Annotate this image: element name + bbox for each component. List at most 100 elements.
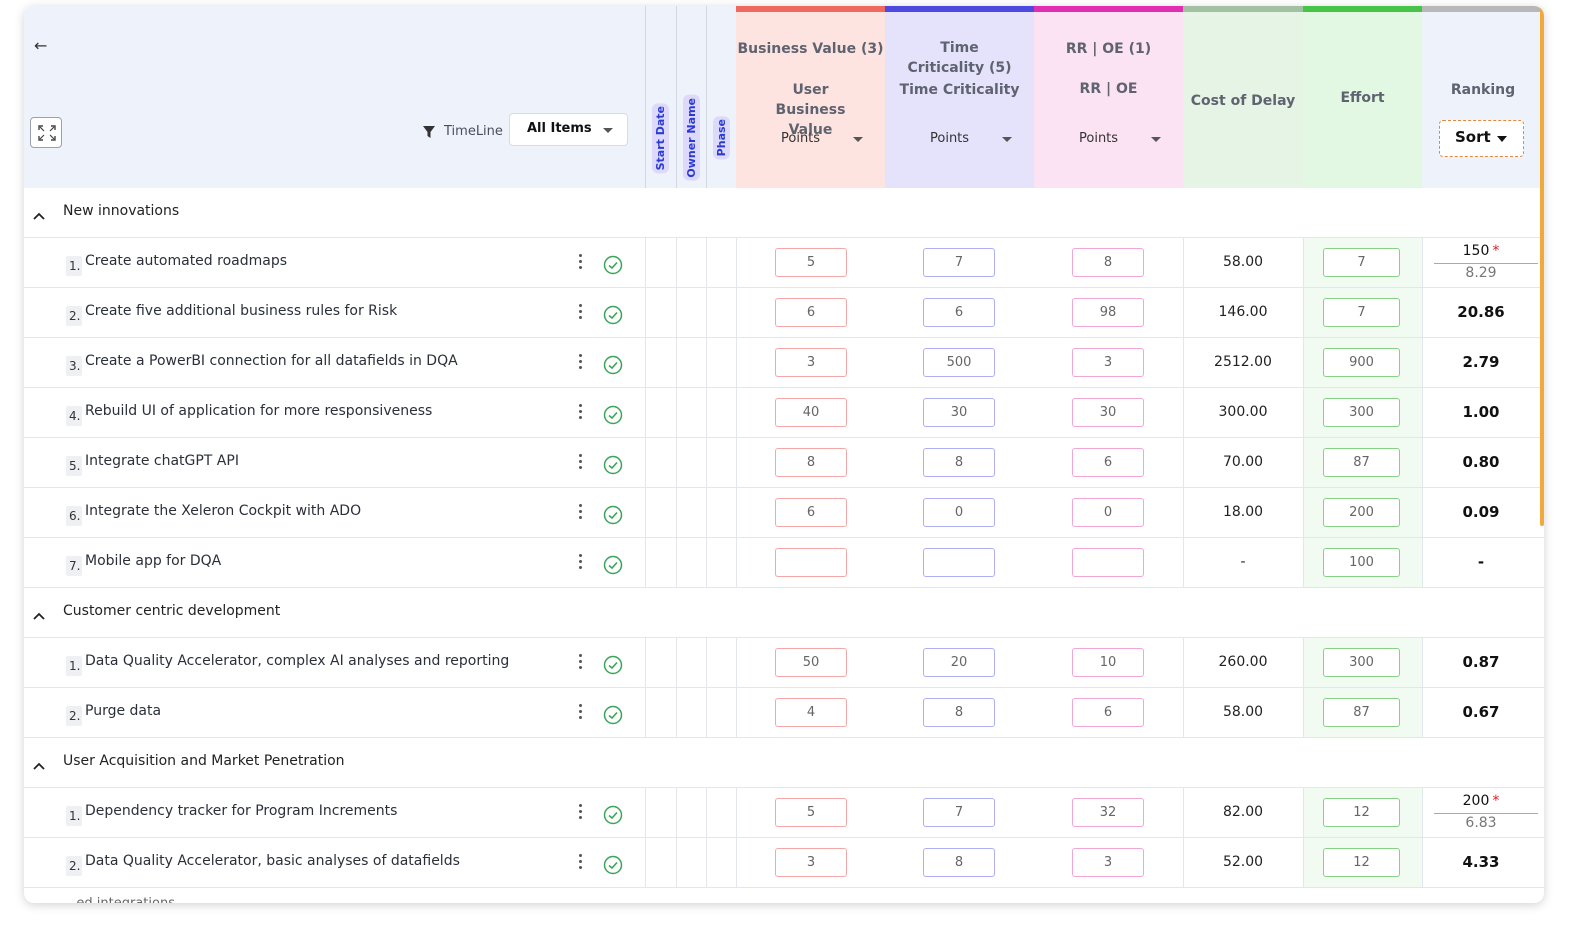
item-title[interactable]: Dependency tracker for Program Increment…: [85, 803, 398, 819]
rr-oe-input[interactable]: 98: [1072, 298, 1144, 327]
table-row[interactable]: 6. Integrate the Xeleron Cockpit with ADO…: [24, 488, 1544, 538]
check-circle-icon[interactable]: [603, 505, 623, 529]
item-title[interactable]: Integrate the Xeleron Cockpit with ADO: [85, 503, 362, 519]
check-circle-icon[interactable]: [603, 405, 623, 429]
scrollbar[interactable]: [1540, 6, 1544, 526]
phase-tag[interactable]: Phase: [713, 116, 730, 160]
item-title[interactable]: Purge data: [85, 703, 162, 719]
more-options-icon[interactable]: [578, 554, 584, 570]
effort-input[interactable]: 200: [1323, 498, 1400, 527]
item-title[interactable]: Rebuild UI of application for more respo…: [85, 403, 433, 419]
business-value-input[interactable]: 3: [775, 348, 847, 377]
item-title[interactable]: Create five additional business rules fo…: [85, 303, 398, 319]
item-title[interactable]: Create a PowerBI connection for all data…: [85, 353, 458, 369]
time-criticality-input[interactable]: 8: [923, 698, 995, 727]
chevron-up-icon[interactable]: [33, 606, 45, 625]
chevron-up-icon[interactable]: [33, 206, 45, 225]
item-title[interactable]: Create automated roadmaps: [85, 253, 288, 269]
rr-oe-input[interactable]: 6: [1072, 698, 1144, 727]
effort-input[interactable]: 87: [1323, 698, 1400, 727]
rr-oe-input[interactable]: 8: [1072, 248, 1144, 277]
item-title[interactable]: Integrate chatGPT API: [85, 453, 239, 469]
check-circle-icon[interactable]: [603, 705, 623, 729]
time-criticality-input[interactable]: 0: [923, 498, 995, 527]
rr-oe-input[interactable]: 3: [1072, 348, 1144, 377]
effort-input[interactable]: 87: [1323, 448, 1400, 477]
table-row[interactable]: 1. Data Quality Accelerator, complex AI a…: [24, 638, 1544, 688]
table-row[interactable]: 2. Create five additional business rules …: [24, 288, 1544, 338]
business-value-input[interactable]: [775, 548, 847, 577]
time-criticality-points-select[interactable]: Points: [930, 131, 970, 146]
more-options-icon[interactable]: [578, 804, 584, 820]
effort-input[interactable]: 7: [1323, 298, 1400, 327]
check-circle-icon[interactable]: [603, 555, 623, 579]
business-value-points-select[interactable]: Points: [781, 131, 821, 146]
more-options-icon[interactable]: [578, 454, 584, 470]
effort-input[interactable]: 7: [1323, 248, 1400, 277]
more-options-icon[interactable]: [578, 504, 584, 520]
rr-oe-input[interactable]: 0: [1072, 498, 1144, 527]
time-criticality-input[interactable]: 8: [923, 848, 995, 877]
time-criticality-input[interactable]: 6: [923, 298, 995, 327]
business-value-input[interactable]: 4: [775, 698, 847, 727]
filter-icon[interactable]: [422, 125, 436, 139]
effort-input[interactable]: 300: [1323, 398, 1400, 427]
expand-button[interactable]: [30, 117, 62, 148]
check-circle-icon[interactable]: [603, 355, 623, 379]
effort-input[interactable]: 12: [1323, 848, 1400, 877]
rr-oe-points-select[interactable]: Points: [1079, 131, 1119, 146]
business-value-input[interactable]: 6: [775, 498, 847, 527]
chevron-up-icon[interactable]: [33, 756, 45, 775]
table-row[interactable]: 4. Rebuild UI of application for more res…: [24, 388, 1544, 438]
rr-oe-input[interactable]: 3: [1072, 848, 1144, 877]
item-title[interactable]: Data Quality Accelerator, basic analyses…: [85, 853, 460, 869]
effort-input[interactable]: 900: [1323, 348, 1400, 377]
time-criticality-input[interactable]: 20: [923, 648, 995, 677]
start-date-tag[interactable]: Start Date: [652, 103, 669, 174]
more-options-icon[interactable]: [578, 854, 584, 870]
check-circle-icon[interactable]: [603, 655, 623, 679]
back-arrow-icon[interactable]: ←: [34, 36, 48, 55]
more-options-icon[interactable]: [578, 354, 584, 370]
table-row[interactable]: 3. Create a PowerBI connection for all da…: [24, 338, 1544, 388]
timeline-filter-select[interactable]: All Items: [509, 113, 628, 146]
time-criticality-input[interactable]: 8: [923, 448, 995, 477]
check-circle-icon[interactable]: [603, 455, 623, 479]
chevron-down-icon[interactable]: [1002, 137, 1012, 142]
business-value-input[interactable]: 8: [775, 448, 847, 477]
more-options-icon[interactable]: [578, 304, 584, 320]
business-value-input[interactable]: 5: [775, 798, 847, 827]
table-row[interactable]: 1. Create automated roadmaps 5 7 8 58.00 7 150 *…: [24, 238, 1544, 288]
time-criticality-input[interactable]: 30: [923, 398, 995, 427]
business-value-input[interactable]: 50: [775, 648, 847, 677]
effort-input[interactable]: 300: [1323, 648, 1400, 677]
table-row[interactable]: 5. Integrate chatGPT API 8 8 6 70.00 87 0.80: [24, 438, 1544, 488]
business-value-input[interactable]: 40: [775, 398, 847, 427]
time-criticality-input[interactable]: 7: [923, 798, 995, 827]
check-circle-icon[interactable]: [603, 805, 623, 829]
table-row[interactable]: 1. Dependency tracker for Program Increme…: [24, 788, 1544, 838]
more-options-icon[interactable]: [578, 404, 584, 420]
check-circle-icon[interactable]: [603, 255, 623, 279]
more-options-icon[interactable]: [578, 254, 584, 270]
table-row[interactable]: 2. Data Quality Accelerator, basic analys…: [24, 838, 1544, 888]
more-options-icon[interactable]: [578, 704, 584, 720]
time-criticality-input[interactable]: [923, 548, 995, 577]
business-value-input[interactable]: 3: [775, 848, 847, 877]
sort-button[interactable]: Sort: [1439, 120, 1524, 157]
rr-oe-input[interactable]: 6: [1072, 448, 1144, 477]
table-row[interactable]: 2. Purge data 4 8 6 58.00 87 0.67: [24, 688, 1544, 738]
rr-oe-input[interactable]: [1072, 548, 1144, 577]
business-value-input[interactable]: 5: [775, 248, 847, 277]
rr-oe-input[interactable]: 32: [1072, 798, 1144, 827]
item-title[interactable]: Mobile app for DQA: [85, 553, 222, 569]
check-circle-icon[interactable]: [603, 855, 623, 879]
rr-oe-input[interactable]: 30: [1072, 398, 1144, 427]
effort-input[interactable]: 12: [1323, 798, 1400, 827]
time-criticality-input[interactable]: 7: [923, 248, 995, 277]
rr-oe-input[interactable]: 10: [1072, 648, 1144, 677]
more-options-icon[interactable]: [578, 654, 584, 670]
chevron-down-icon[interactable]: [1151, 137, 1161, 142]
effort-input[interactable]: 100: [1323, 548, 1400, 577]
check-circle-icon[interactable]: [603, 305, 623, 329]
